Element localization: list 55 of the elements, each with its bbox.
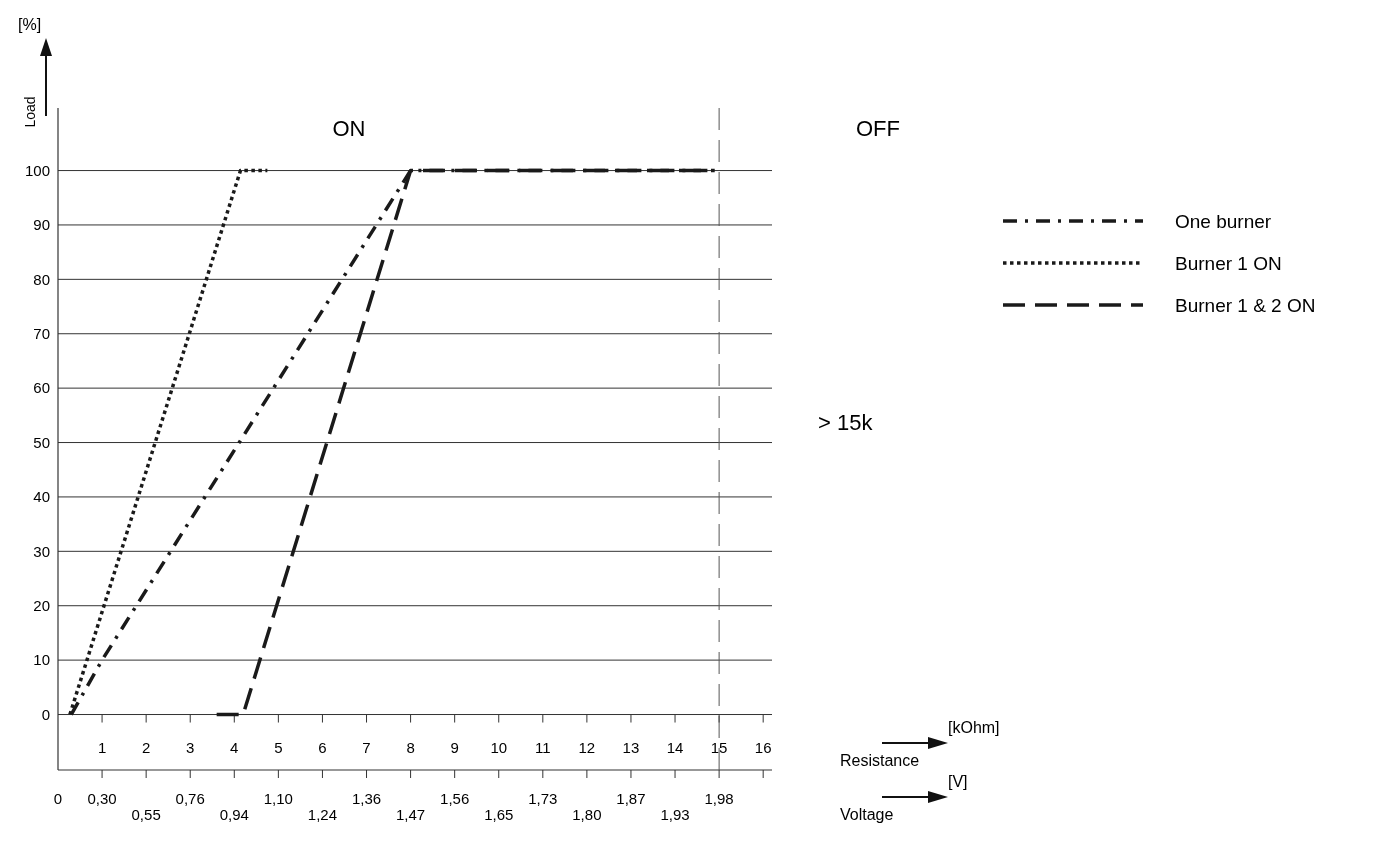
text: 0 [53,790,63,807]
text: Burner 1 ON [1175,252,1282,274]
y-tick-label: 80 [33,270,50,288]
text: 1,10 [263,790,293,807]
x-tick-label: 9 [450,738,459,756]
text: 1,47 [395,806,426,823]
text: 1,87 [616,790,646,807]
text: 1,93 [660,806,690,823]
x-tick-label: 8 [406,738,415,756]
x-tick-label: 16 [754,738,772,756]
text: 1,65 [484,806,514,823]
text: 1,36 [351,790,382,807]
y-tick-label: 90 [33,216,50,234]
y-tick-label: 50 [33,433,50,451]
x-tick-label: 11 [535,738,551,756]
text: 0,76 [175,790,205,807]
text: Voltage [840,806,894,823]
x-tick-label: 14 [666,738,684,756]
x-tick-label: 5 [274,738,283,756]
text: 1,73 [528,790,558,807]
x-tick-label: 2 [141,738,151,756]
y-tick-label: 70 [33,324,50,342]
y-tick-label: 20 [33,596,50,614]
x-tick-label: 1 [97,738,107,756]
y-tick-label: 10 [33,651,50,669]
x-tick-label: 6 [318,738,327,756]
text: OFF [856,116,900,141]
text: 1,24 [307,806,338,823]
y-tick-label: 40 [33,488,50,506]
y-tick-label: 60 [33,379,50,397]
text: 0,55 [131,806,161,823]
text: 1,80 [572,806,602,823]
text: Burner 1 & 2 ON [1175,294,1316,316]
text: [V] [948,773,968,790]
text: 0,94 [219,806,249,823]
x-axis-title: Resistance [840,752,920,769]
annotation: ON [332,116,366,141]
text: 1,56 [440,790,470,807]
text: One burner [1175,210,1272,232]
text: 1,98 [704,790,734,807]
x-tick-label: 3 [186,738,195,756]
x-tick-label: 15 [710,738,728,756]
y-axis-title: Load [22,96,38,128]
y-tick-label: 0 [41,705,50,723]
y-tick-label: 100 [24,161,50,179]
x-tick-label: 4 [230,738,239,756]
text: 0,30 [87,790,117,807]
x-tick-label: 7 [362,738,371,756]
y-tick-label: 30 [33,542,50,560]
x-tick-label: 13 [622,738,640,756]
x-tick-label: 10 [490,738,508,756]
text: [%] [18,16,42,33]
x-tick-label: 12 [578,738,596,756]
text: [kOhm] [948,719,1000,736]
text: > 15k [818,410,874,435]
